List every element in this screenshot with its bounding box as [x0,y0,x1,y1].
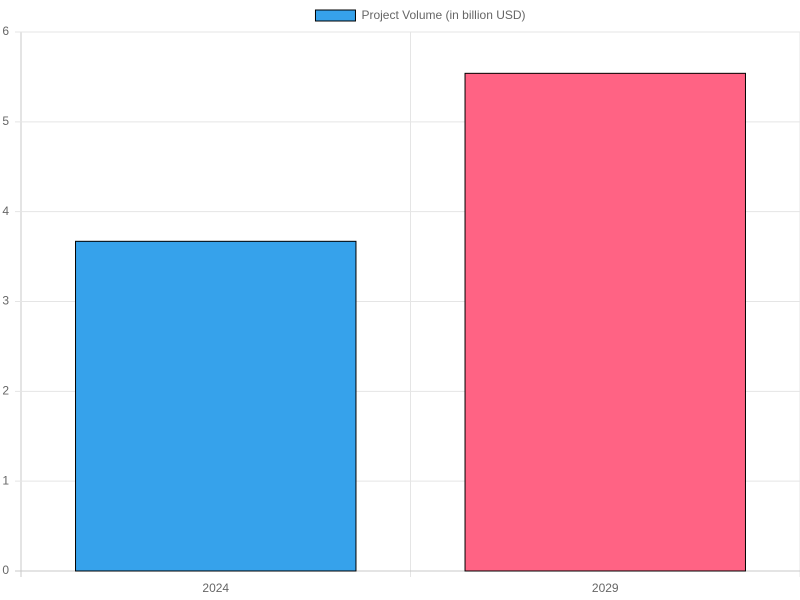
y-tick-label: 1 [2,473,9,487]
legend-swatch [314,9,356,22]
x-tick-label: 2024 [202,581,229,595]
y-tick-label: 0 [2,563,9,577]
x-tick-label: 2029 [592,581,619,595]
y-tick-label: 5 [2,114,9,128]
legend-label: Project Volume (in billion USD) [361,8,525,22]
y-tick-label: 2 [2,384,9,398]
y-tick-label: 6 [2,24,9,38]
y-tick-label: 4 [2,204,9,218]
bar [464,72,746,572]
bar [75,240,357,572]
y-tick-label: 3 [2,294,9,308]
